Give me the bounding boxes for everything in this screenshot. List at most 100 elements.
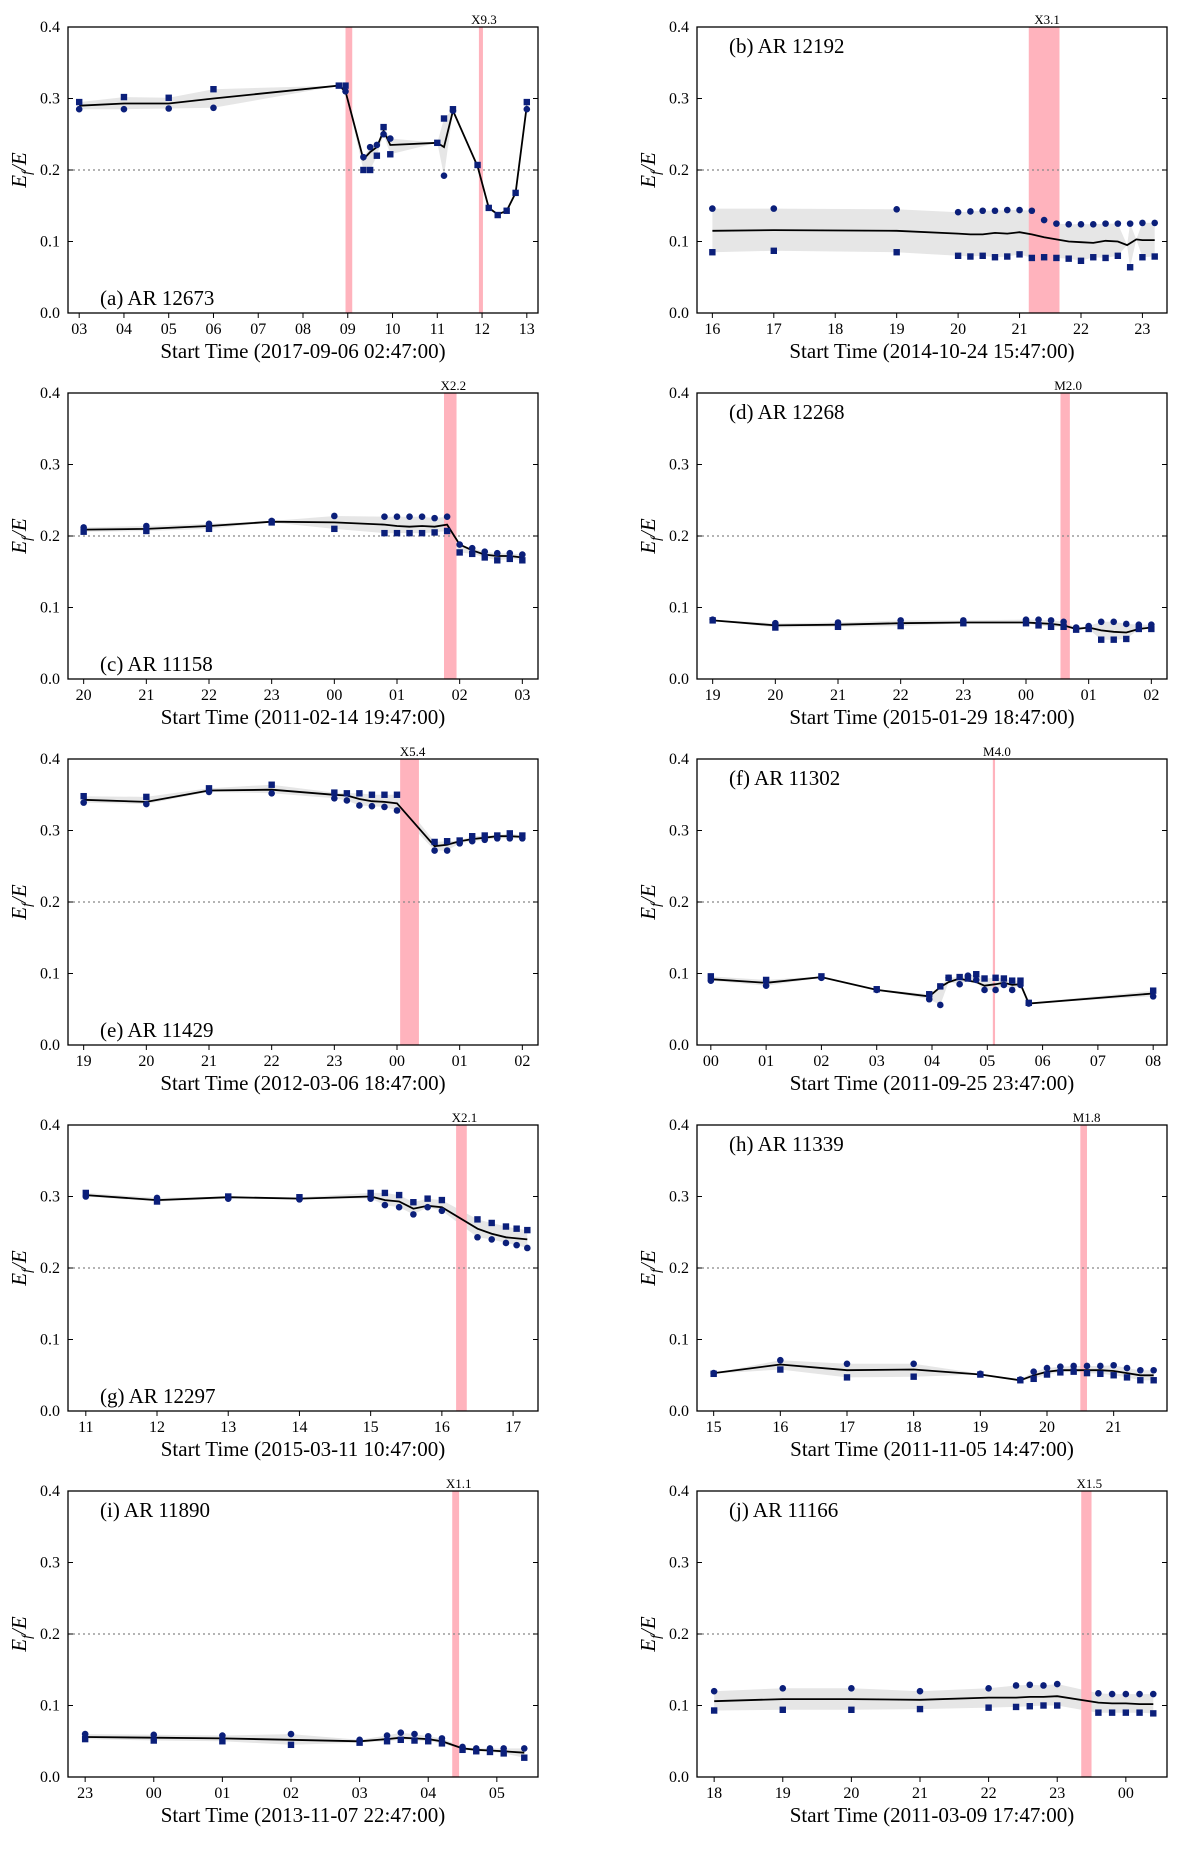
circle-marker: [873, 986, 881, 994]
circle-marker: [1008, 986, 1016, 994]
x-tick-label: 16: [704, 321, 720, 338]
circle-marker: [1110, 618, 1118, 626]
x-tick-label: 07: [250, 321, 266, 338]
y-tick-label: 0.1: [40, 966, 60, 983]
x-tick-label: 18: [706, 1785, 722, 1802]
circle-marker: [762, 982, 770, 989]
circle-marker: [1150, 1366, 1157, 1374]
circle-marker: [1043, 1364, 1051, 1372]
circle-marker: [1089, 221, 1097, 228]
square-marker: [474, 1216, 481, 1223]
square-marker: [513, 1225, 520, 1232]
square-marker: [381, 1189, 389, 1197]
circle-marker: [1022, 616, 1030, 623]
square-marker: [456, 549, 463, 556]
y-axis-title: Ef/E: [7, 1250, 35, 1287]
circle-marker: [440, 172, 448, 180]
square-marker: [1000, 975, 1008, 982]
square-marker: [1139, 254, 1146, 261]
square-marker: [381, 529, 388, 537]
x-tick-label: 23: [77, 1785, 93, 1802]
square-marker: [1151, 253, 1158, 260]
square-marker: [393, 791, 401, 798]
y-axis-title: Ef/E: [7, 1616, 35, 1653]
y-tick-label: 0.3: [669, 91, 689, 108]
square-marker: [1054, 1702, 1061, 1709]
x-axis-title: Start Time (2013-11-07 22:47:00): [161, 1803, 445, 1827]
y-tick-label: 0.4: [40, 1117, 60, 1134]
x-tick-label: 23: [1134, 321, 1150, 338]
square-marker: [410, 1199, 417, 1206]
y-tick-label: 0.2: [40, 1626, 60, 1643]
y-tick-label: 0.3: [40, 823, 60, 840]
circle-marker: [205, 520, 213, 528]
x-tick-label: 12: [149, 1419, 165, 1436]
x-tick-label: 03: [71, 321, 87, 338]
square-marker: [481, 554, 488, 561]
x-tick-label: 19: [889, 321, 905, 338]
square-marker: [1110, 636, 1117, 643]
y-tick-label: 0.1: [669, 1332, 689, 1349]
y-tick-label: 0.0: [40, 671, 60, 688]
flare-span: [478, 27, 483, 313]
y-tick-label: 0.0: [40, 1769, 60, 1786]
square-marker: [335, 82, 343, 89]
square-marker: [979, 252, 986, 259]
y-axis-title: Ef/E: [636, 884, 664, 921]
circle-marker: [709, 205, 716, 212]
circle-marker: [506, 549, 514, 557]
square-marker: [488, 1219, 495, 1227]
circle-marker: [150, 1731, 158, 1739]
y-axis-title: Ef/E: [7, 884, 35, 921]
circle-marker: [360, 153, 367, 161]
circle-marker: [368, 802, 376, 810]
circle-marker: [120, 105, 128, 113]
x-tick-label: 20: [138, 1053, 154, 1070]
x-tick-label: 06: [1035, 1053, 1051, 1070]
circle-marker: [81, 1730, 89, 1738]
y-tick-label: 0.3: [40, 91, 60, 108]
circle-marker: [356, 1736, 363, 1744]
circle-marker: [410, 1211, 417, 1218]
square-marker: [440, 115, 448, 122]
square-marker: [1053, 254, 1060, 262]
x-tick-label: 17: [505, 1419, 521, 1436]
circle-marker: [1149, 1690, 1157, 1698]
square-marker: [1150, 1710, 1157, 1717]
x-axis-title: Start Time (2015-01-29 18:47:00): [789, 705, 1074, 729]
x-tick-label: 04: [116, 321, 132, 338]
x-tick-label: 01: [214, 1785, 230, 1802]
x-axis-title: Start Time (2011-02-14 19:47:00): [161, 705, 445, 729]
flare-label: X1.1: [446, 1476, 472, 1491]
x-tick-label: 19: [972, 1419, 988, 1436]
square-marker: [937, 983, 944, 990]
panel-g: X2.1 0.0 0.1 0.2 0.3 0.4 11 12 13 14 15 16 17 Start T…: [7, 1110, 539, 1461]
circle-marker: [1025, 1000, 1033, 1007]
x-tick-label: 21: [201, 1053, 217, 1070]
panel-label: (d) AR 12268: [729, 400, 845, 424]
square-marker: [1122, 1709, 1130, 1716]
square-marker: [494, 557, 501, 564]
panel-i: X1.1 0.0 0.1 0.2 0.3 0.4 23 00 01 02 03 04 05 Start T…: [7, 1476, 539, 1827]
square-marker: [981, 975, 988, 982]
square-marker: [360, 166, 367, 174]
square-marker: [150, 1737, 157, 1744]
flare-label: M4.0: [983, 744, 1011, 759]
circle-marker: [1065, 221, 1072, 228]
x-tick-label: 07: [1090, 1053, 1106, 1070]
y-tick-label: 0.0: [669, 1769, 689, 1786]
square-marker: [1150, 1377, 1157, 1384]
circle-marker: [1053, 220, 1060, 227]
circle-marker: [153, 1194, 161, 1202]
square-marker: [777, 1366, 784, 1373]
x-tick-label: 02: [283, 1785, 299, 1802]
circle-marker: [954, 208, 962, 216]
square-marker: [502, 1223, 510, 1230]
circle-marker: [449, 107, 457, 114]
x-tick-label: 04: [420, 1785, 436, 1802]
square-marker: [80, 792, 87, 800]
circle-marker: [524, 1244, 531, 1252]
x-axis-title: Start Time (2017-09-06 02:47:00): [160, 339, 445, 363]
circle-marker: [1070, 1362, 1077, 1370]
circle-marker: [1072, 624, 1080, 631]
